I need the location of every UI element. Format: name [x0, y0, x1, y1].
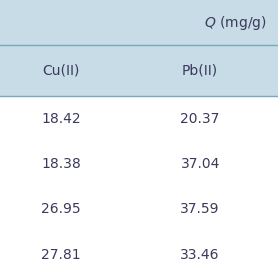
Text: 37.04: 37.04 [180, 157, 220, 171]
Text: Pb(II): Pb(II) [182, 64, 218, 78]
Text: Cu(II): Cu(II) [43, 64, 80, 78]
Text: 18.42: 18.42 [41, 112, 81, 126]
Bar [0, 45, 278, 96]
Text: 33.46: 33.46 [180, 248, 220, 262]
Bar [0, 142, 278, 187]
Text: 18.38: 18.38 [41, 157, 81, 171]
Text: 26.95: 26.95 [41, 202, 81, 217]
Text: 27.81: 27.81 [41, 248, 81, 262]
Text: 37.59: 37.59 [180, 202, 220, 217]
Text: 20.37: 20.37 [180, 112, 220, 126]
Text: $\mathit{Q}$ (mg/g): $\mathit{Q}$ (mg/g) [204, 14, 267, 32]
Bar [0, 0, 278, 45]
Bar [0, 187, 278, 232]
Bar [0, 232, 278, 277]
Bar [0, 96, 278, 142]
